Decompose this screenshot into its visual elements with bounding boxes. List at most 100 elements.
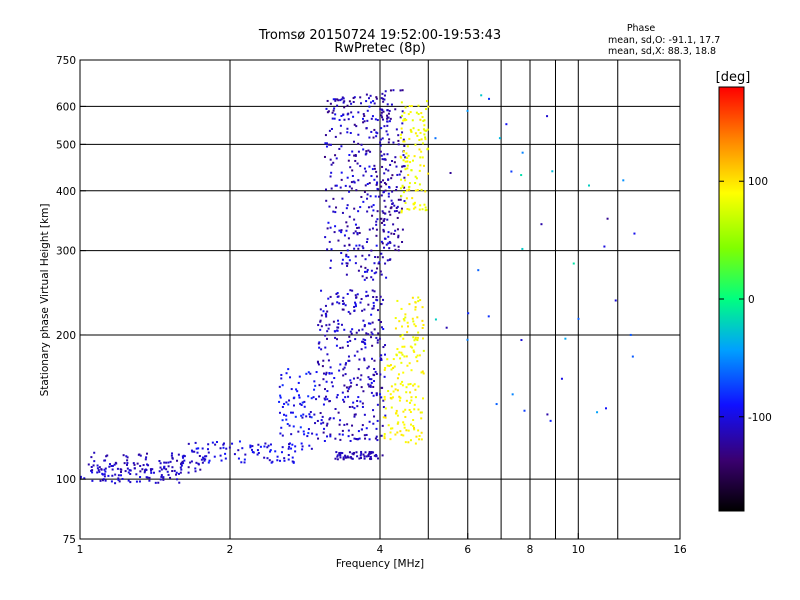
data-point bbox=[393, 161, 396, 164]
data-point bbox=[133, 463, 136, 466]
data-point bbox=[397, 236, 400, 239]
data-point bbox=[383, 181, 386, 184]
data-point bbox=[222, 446, 225, 449]
data-point bbox=[603, 245, 606, 248]
data-point bbox=[405, 152, 408, 155]
data-point bbox=[380, 273, 383, 276]
data-point bbox=[111, 468, 114, 471]
data-point bbox=[360, 195, 363, 198]
data-point bbox=[182, 456, 185, 459]
data-point bbox=[353, 247, 356, 250]
data-point bbox=[194, 470, 197, 473]
data-point bbox=[344, 456, 347, 459]
data-point bbox=[347, 456, 350, 459]
data-point bbox=[290, 411, 293, 414]
data-point bbox=[231, 442, 234, 445]
data-point bbox=[300, 414, 303, 417]
data-point bbox=[403, 111, 406, 114]
data-point bbox=[414, 301, 417, 304]
data-point bbox=[373, 380, 376, 383]
data-point bbox=[294, 445, 297, 448]
data-point bbox=[205, 455, 208, 458]
data-point bbox=[308, 415, 311, 418]
data-point bbox=[326, 330, 329, 333]
data-point bbox=[348, 335, 351, 338]
data-point bbox=[407, 174, 410, 177]
data-point bbox=[336, 292, 339, 295]
data-point bbox=[350, 457, 353, 460]
data-point bbox=[386, 103, 389, 106]
data-point bbox=[424, 136, 427, 139]
data-point bbox=[346, 455, 349, 458]
data-point bbox=[356, 350, 359, 353]
data-point bbox=[187, 466, 190, 469]
data-point bbox=[351, 457, 354, 460]
data-point bbox=[394, 229, 397, 232]
data-point bbox=[380, 194, 383, 197]
data-point bbox=[347, 310, 350, 313]
data-point bbox=[409, 439, 412, 442]
data-point bbox=[313, 380, 316, 383]
data-point bbox=[404, 179, 407, 182]
data-point bbox=[380, 154, 383, 157]
data-point bbox=[370, 130, 373, 133]
data-point bbox=[249, 446, 252, 449]
data-point bbox=[413, 339, 416, 342]
data-point bbox=[383, 437, 386, 440]
data-point bbox=[383, 223, 386, 226]
data-point bbox=[314, 384, 317, 387]
data-point bbox=[418, 435, 421, 438]
data-point bbox=[338, 118, 341, 121]
data-point bbox=[605, 407, 608, 410]
data-point bbox=[380, 108, 383, 111]
data-point bbox=[398, 395, 401, 398]
data-point bbox=[346, 264, 349, 267]
data-point bbox=[409, 345, 412, 348]
data-point bbox=[173, 469, 176, 472]
data-point bbox=[348, 386, 351, 389]
data-point bbox=[560, 377, 563, 380]
data-point bbox=[340, 98, 343, 101]
data-point bbox=[395, 165, 398, 168]
data-point bbox=[393, 365, 396, 368]
data-point bbox=[376, 267, 379, 270]
data-point bbox=[386, 218, 389, 221]
data-point bbox=[329, 158, 332, 161]
data-point bbox=[388, 138, 391, 141]
data-point bbox=[422, 397, 425, 400]
data-point bbox=[411, 197, 414, 200]
data-point bbox=[363, 413, 366, 416]
data-point bbox=[352, 115, 355, 118]
data-point bbox=[401, 89, 404, 92]
data-point bbox=[307, 432, 310, 435]
data-point bbox=[369, 94, 372, 97]
data-point bbox=[360, 143, 363, 146]
data-point bbox=[362, 117, 365, 120]
data-point bbox=[551, 170, 554, 173]
data-point bbox=[365, 152, 368, 155]
data-point bbox=[388, 247, 391, 250]
data-point bbox=[285, 414, 288, 417]
data-point bbox=[349, 132, 352, 135]
data-point bbox=[160, 474, 163, 477]
data-point bbox=[396, 173, 399, 176]
data-point bbox=[425, 129, 428, 132]
data-point bbox=[394, 108, 397, 111]
data-point bbox=[320, 348, 323, 351]
data-point bbox=[310, 447, 313, 450]
data-point bbox=[324, 142, 327, 145]
data-point bbox=[417, 104, 420, 107]
data-point bbox=[434, 137, 437, 140]
data-point bbox=[521, 151, 524, 154]
data-point bbox=[383, 218, 386, 221]
data-point bbox=[319, 328, 322, 331]
data-point bbox=[403, 118, 406, 121]
data-point bbox=[307, 395, 310, 398]
data-point bbox=[196, 451, 199, 454]
data-point bbox=[320, 419, 323, 422]
data-point bbox=[325, 395, 328, 398]
data-point bbox=[382, 118, 385, 121]
data-point bbox=[372, 373, 375, 376]
data-point bbox=[362, 390, 365, 393]
data-point bbox=[381, 242, 384, 245]
